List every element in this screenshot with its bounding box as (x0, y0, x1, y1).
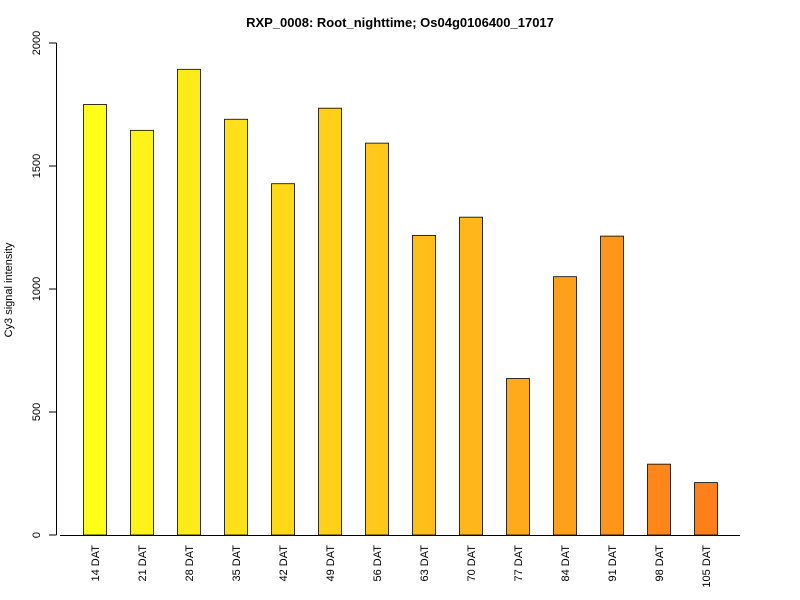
bar (600, 235, 624, 536)
chart-title: RXP_0008: Root_nighttime; Os04g0106400_1… (246, 15, 554, 30)
x-tick-label: 84 DAT (560, 545, 572, 582)
bar (459, 216, 483, 536)
bar (130, 129, 154, 536)
x-axis-labels: 14 DAT 21 DAT 28 DAT 35 DAT 42 DAT 49 DAT 56 D… (90, 545, 713, 588)
y-tick-label: 2000 (31, 31, 43, 55)
bar (412, 234, 436, 536)
y-tick-label: 1500 (31, 154, 43, 178)
x-tick-label: 42 DAT (278, 545, 290, 582)
x-tick-label: 105 DAT (701, 545, 713, 588)
bar (365, 142, 389, 536)
x-tick-label: 98 DAT (654, 545, 666, 582)
bar (694, 482, 718, 536)
x-tick-label: 77 DAT (513, 545, 525, 582)
bar (83, 104, 107, 536)
x-tick-label: 49 DAT (325, 545, 337, 582)
x-tick-label: 63 DAT (419, 545, 431, 582)
bars (83, 68, 718, 536)
x-tick-label: 21 DAT (137, 545, 149, 582)
x-tick-label: 56 DAT (372, 545, 384, 582)
x-tick-label: 28 DAT (184, 545, 196, 582)
bar (553, 276, 577, 536)
y-tick-label: 500 (31, 403, 43, 421)
x-tick-label: 91 DAT (607, 545, 619, 582)
bar (647, 463, 671, 536)
y-tick-label: 1000 (31, 277, 43, 301)
x-tick-label: 35 DAT (231, 545, 243, 582)
x-tick-label: 14 DAT (90, 545, 102, 582)
y-axis-label: Cy3 signal intensity (3, 242, 15, 337)
x-tick-label: 70 DAT (466, 545, 478, 582)
bar (506, 378, 530, 536)
bar (224, 118, 248, 536)
bar (318, 107, 342, 536)
bar (177, 68, 201, 536)
y-tick-label: 0 (31, 532, 43, 538)
y-axis: 0 500 1000 1500 2000 (31, 31, 57, 538)
bar (271, 183, 295, 536)
